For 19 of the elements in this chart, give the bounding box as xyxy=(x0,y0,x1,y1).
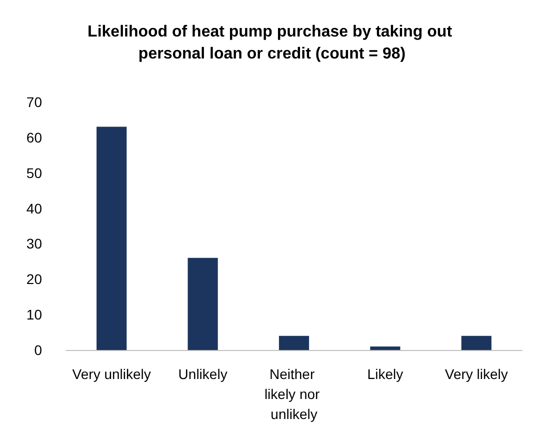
bar xyxy=(461,336,492,350)
y-tick-label: 50 xyxy=(26,164,42,181)
y-tick-label: 20 xyxy=(26,271,42,288)
bar xyxy=(278,336,310,350)
bar xyxy=(188,258,218,350)
y-tick-label: 10 xyxy=(26,306,42,323)
bar xyxy=(370,346,400,350)
bar xyxy=(96,126,127,350)
y-tick-label: 60 xyxy=(26,129,42,146)
x-tick-label: Unlikely xyxy=(178,366,228,382)
y-tick-label: 0 xyxy=(34,342,42,358)
x-tick-label: Neither likely nor unlikely xyxy=(264,366,324,422)
x-tick-label: Very unlikely xyxy=(72,366,151,382)
chart-title: Likelihood of heat pump purchase by taking out personal loan or credit (count = 98) xyxy=(88,24,456,62)
x-tick-label: Very likely xyxy=(444,366,508,382)
y-tick-label: 30 xyxy=(26,236,42,252)
x-tick-label: Likely xyxy=(367,366,404,382)
y-tick-label: 70 xyxy=(26,94,42,110)
y-tick-label: 40 xyxy=(26,200,42,216)
